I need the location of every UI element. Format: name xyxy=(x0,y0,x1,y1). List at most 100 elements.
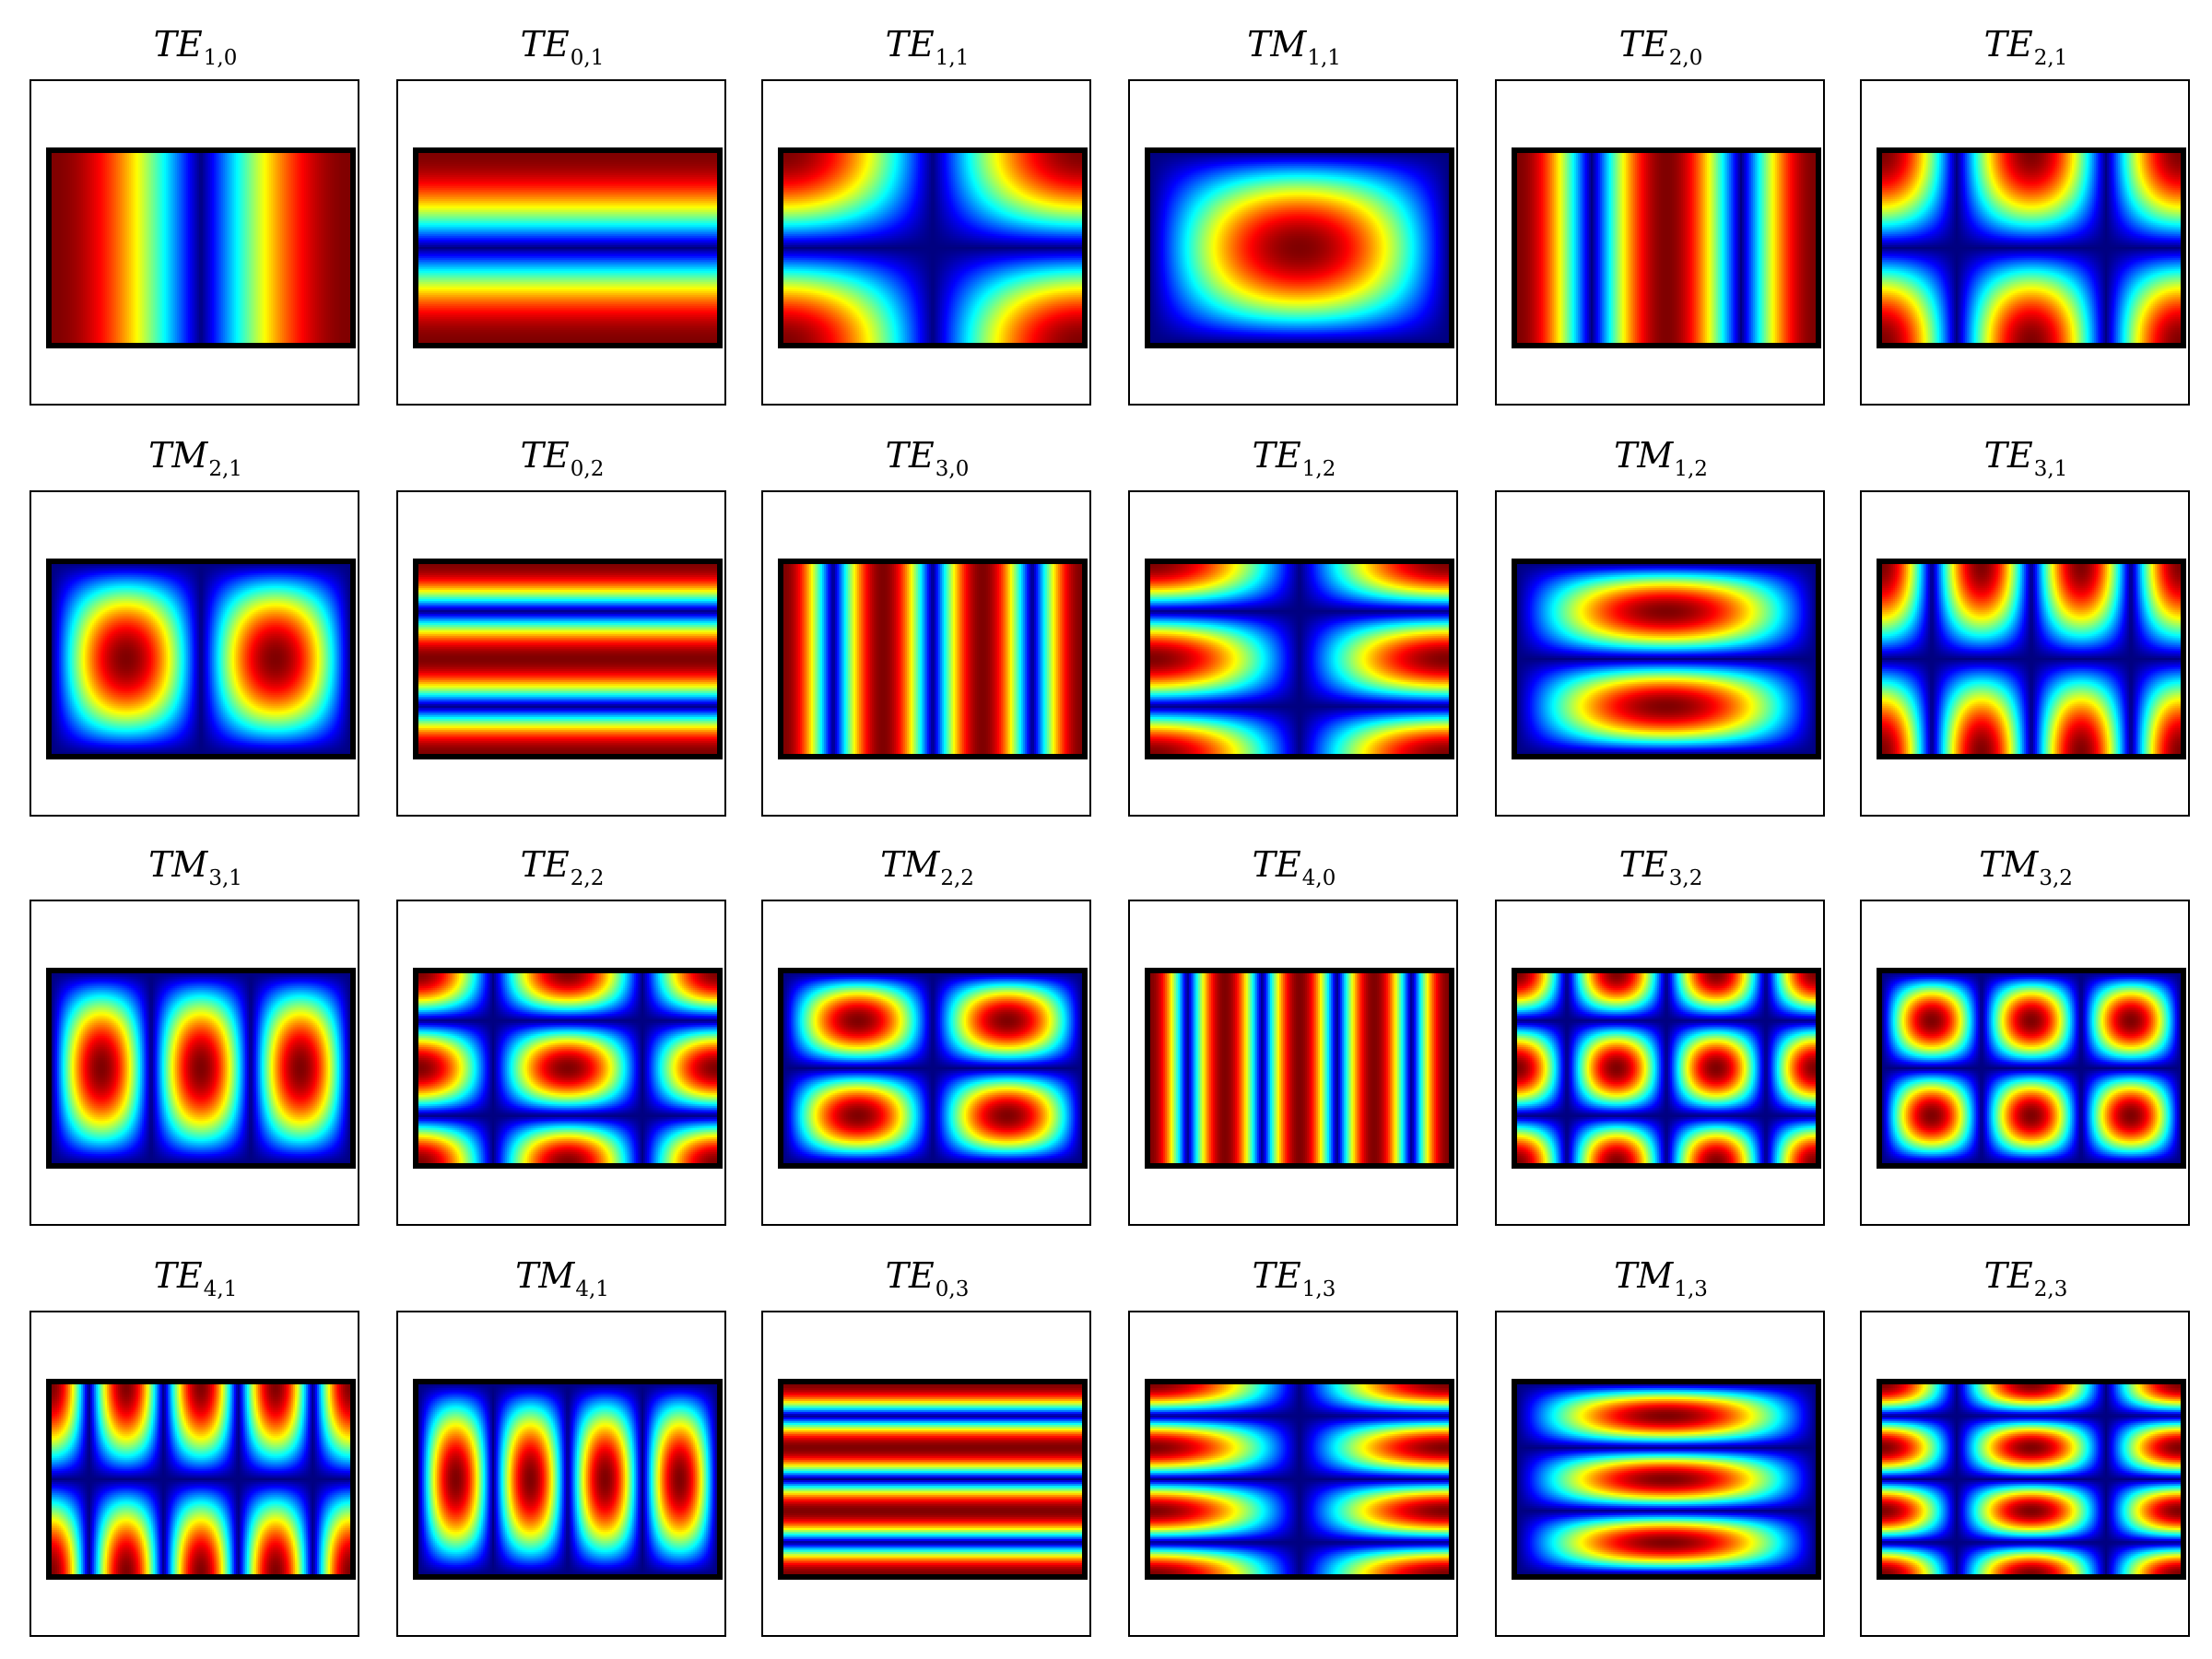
mode-panel-tm-2-2: TM2,2 xyxy=(761,839,1093,1226)
mode-label: TE xyxy=(1618,24,1668,65)
mode-title: TE1,1 xyxy=(761,18,1093,70)
mode-index: 3,0 xyxy=(935,457,970,481)
mode-title: TE2,3 xyxy=(1860,1250,2192,1301)
field-pattern xyxy=(46,559,356,759)
mode-panel-te-2-1: TE2,1 xyxy=(1860,18,2192,406)
mode-title: TE0,1 xyxy=(396,18,728,70)
mode-panel-te-1-0: TE1,0 xyxy=(29,18,361,406)
mode-label: TE xyxy=(1252,1255,1301,1296)
plot-frame xyxy=(761,490,1091,817)
mode-label: TE xyxy=(520,435,570,476)
mode-title: TE2,1 xyxy=(1860,18,2192,70)
mode-label: TM xyxy=(148,435,208,476)
mode-index: 2,2 xyxy=(570,866,605,890)
mode-title: TE3,0 xyxy=(761,429,1093,481)
field-pattern xyxy=(1145,968,1454,1169)
mode-index: 2,1 xyxy=(2033,46,2068,70)
mode-index: 0,2 xyxy=(570,457,605,481)
mode-title: TE0,2 xyxy=(396,429,728,481)
mode-panel-te-2-0: TE2,0 xyxy=(1495,18,1827,406)
plot-frame xyxy=(1495,79,1825,406)
mode-title: TM2,2 xyxy=(761,839,1093,890)
plot-frame xyxy=(29,79,359,406)
mode-index: 4,0 xyxy=(1301,866,1336,890)
mode-index: 3,2 xyxy=(2039,866,2073,890)
mode-label: TE xyxy=(885,24,935,65)
mode-index: 3,1 xyxy=(208,866,242,890)
plot-frame xyxy=(1128,1311,1458,1637)
mode-index: 1,3 xyxy=(1301,1277,1336,1301)
mode-panel-tm-3-2: TM3,2 xyxy=(1860,839,2192,1226)
mode-title: TE1,3 xyxy=(1128,1250,1460,1301)
mode-title: TM2,1 xyxy=(29,429,361,481)
mode-index: 1,1 xyxy=(935,46,970,70)
mode-index: 1,1 xyxy=(1307,46,1341,70)
plot-frame xyxy=(29,900,359,1226)
mode-title: TE1,2 xyxy=(1128,429,1460,481)
field-pattern xyxy=(1145,559,1454,759)
mode-panel-tm-1-2: TM1,2 xyxy=(1495,429,1827,817)
mode-index: 2,0 xyxy=(1668,46,1703,70)
mode-title: TM3,1 xyxy=(29,839,361,890)
mode-panel-te-1-2: TE1,2 xyxy=(1128,429,1460,817)
field-pattern xyxy=(778,559,1088,759)
mode-panel-te-3-2: TE3,2 xyxy=(1495,839,1827,1226)
plot-frame xyxy=(396,490,726,817)
mode-panel-tm-1-3: TM1,3 xyxy=(1495,1250,1827,1637)
mode-label: TM xyxy=(1614,1255,1674,1296)
field-pattern xyxy=(1512,1379,1821,1580)
mode-panel-te-4-1: TE4,1 xyxy=(29,1250,361,1637)
field-pattern xyxy=(778,147,1088,348)
mode-title: TE4,1 xyxy=(29,1250,361,1301)
mode-title: TE1,0 xyxy=(29,18,361,70)
plot-frame xyxy=(29,1311,359,1637)
mode-title: TE3,2 xyxy=(1495,839,1827,890)
plot-frame xyxy=(761,1311,1091,1637)
plot-frame xyxy=(396,79,726,406)
field-pattern xyxy=(1877,559,2186,759)
mode-label: TE xyxy=(153,1255,203,1296)
field-pattern xyxy=(413,968,723,1169)
field-pattern xyxy=(46,147,356,348)
mode-index: 0,1 xyxy=(570,46,605,70)
mode-label: TE xyxy=(1252,435,1301,476)
mode-title: TM3,2 xyxy=(1860,839,2192,890)
plot-frame xyxy=(1495,490,1825,817)
mode-title: TM1,3 xyxy=(1495,1250,1827,1301)
mode-label: TM xyxy=(880,844,940,885)
field-pattern xyxy=(1145,1379,1454,1580)
mode-label: TE xyxy=(1983,435,2033,476)
mode-index: 3,2 xyxy=(1668,866,1703,890)
mode-title: TE0,3 xyxy=(761,1250,1093,1301)
mode-index: 4,1 xyxy=(203,1277,238,1301)
plot-frame xyxy=(1128,79,1458,406)
mode-label: TE xyxy=(885,1255,935,1296)
plot-frame xyxy=(1495,900,1825,1226)
field-pattern xyxy=(1877,1379,2186,1580)
mode-panel-te-3-1: TE3,1 xyxy=(1860,429,2192,817)
mode-index: 1,3 xyxy=(1674,1277,1708,1301)
mode-index: 2,3 xyxy=(2033,1277,2068,1301)
mode-panel-te-2-2: TE2,2 xyxy=(396,839,728,1226)
mode-label: TE xyxy=(1983,24,2033,65)
field-pattern xyxy=(46,1379,356,1580)
mode-label: TE xyxy=(1252,844,1301,885)
field-pattern xyxy=(1512,559,1821,759)
mode-label: TE xyxy=(520,844,570,885)
plot-frame xyxy=(1860,490,2190,817)
mode-index: 2,1 xyxy=(208,457,242,481)
mode-index: 2,2 xyxy=(940,866,974,890)
mode-label: TE xyxy=(520,24,570,65)
mode-label: TE xyxy=(885,435,935,476)
mode-title: TM4,1 xyxy=(396,1250,728,1301)
plot-frame xyxy=(1860,79,2190,406)
field-pattern xyxy=(778,1379,1088,1580)
mode-label: TM xyxy=(1247,24,1307,65)
field-pattern xyxy=(46,968,356,1169)
plot-frame xyxy=(1860,900,2190,1226)
field-pattern xyxy=(1512,968,1821,1169)
mode-panel-tm-4-1: TM4,1 xyxy=(396,1250,728,1637)
mode-index: 1,2 xyxy=(1301,457,1336,481)
mode-index: 4,1 xyxy=(575,1277,609,1301)
mode-label: TM xyxy=(1614,435,1674,476)
